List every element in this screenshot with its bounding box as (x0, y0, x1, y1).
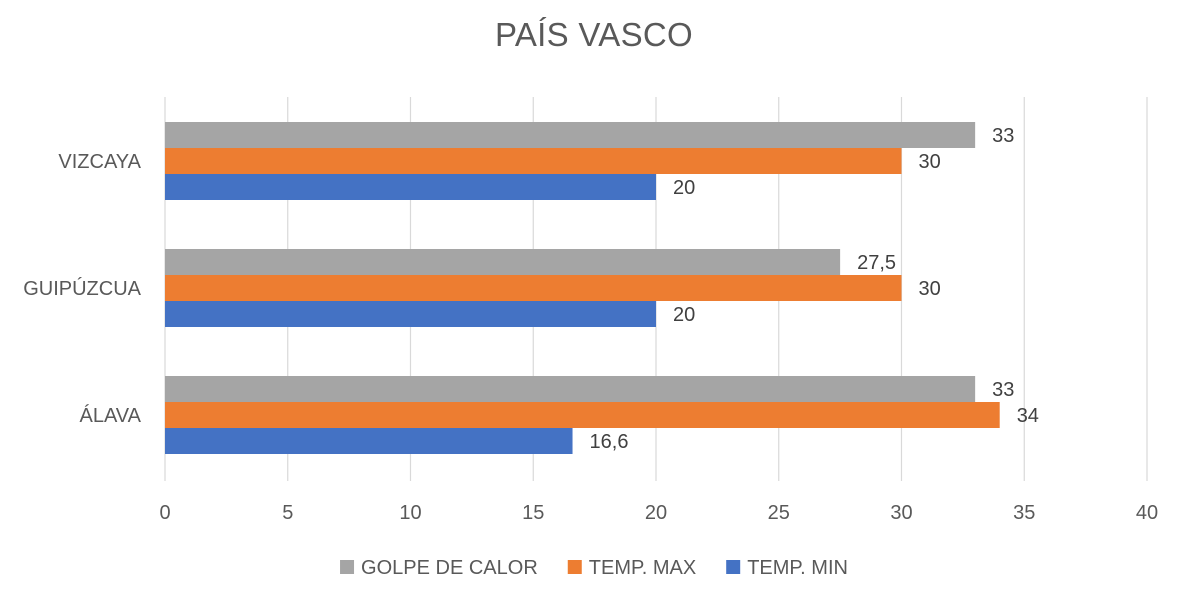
x-tick-label: 25 (768, 502, 790, 524)
data-label: 33 (992, 379, 1014, 401)
legend-item: GOLPE DE CALOR (340, 557, 538, 579)
bar (165, 428, 573, 454)
data-label: 20 (673, 177, 695, 199)
bar (165, 376, 976, 402)
legend-label: TEMP. MIN (747, 557, 848, 579)
bar (165, 174, 656, 200)
data-label: 30 (919, 278, 941, 300)
bar (165, 148, 902, 174)
axes: 0 5 10 15 20 25 30 35 40 VIZCAYA GUIPÚZCUA ÁLAVA (23, 151, 1158, 524)
x-tick-label: 20 (645, 502, 667, 524)
legend-item: TEMP. MAX (567, 557, 696, 579)
legend-swatch (567, 560, 582, 574)
legend-swatch (726, 560, 741, 574)
legend-item: TEMP. MIN (726, 557, 848, 579)
category-label: VIZCAYA (58, 151, 141, 173)
category-label: ÁLAVA (79, 404, 141, 427)
data-label: 27,5 (857, 252, 896, 274)
legend-label: GOLPE DE CALOR (361, 557, 538, 579)
x-tick-label: 5 (282, 502, 293, 524)
x-tick-label: 40 (1136, 502, 1158, 524)
x-tick-label: 10 (399, 502, 421, 524)
data-label: 20 (673, 304, 695, 326)
bars (165, 122, 1000, 454)
x-tick-label: 0 (159, 502, 170, 524)
category-label: GUIPÚZCUA (23, 277, 141, 300)
chart-title: PAÍS VASCO (494, 16, 693, 53)
legend-swatch (340, 560, 355, 574)
legend: GOLPE DE CALOR TEMP. MAX TEMP. MIN (340, 557, 848, 579)
bar (165, 402, 1000, 428)
x-tick-label: 35 (1013, 502, 1035, 524)
data-label: 34 (1017, 405, 1039, 427)
x-tick-label: 15 (522, 502, 544, 524)
x-tick-label: 30 (890, 502, 912, 524)
data-label: 33 (992, 125, 1014, 147)
data-label: 16,6 (590, 431, 629, 453)
bar (165, 122, 976, 148)
bar (165, 301, 656, 327)
data-label: 30 (919, 151, 941, 173)
bar (165, 275, 902, 301)
legend-label: TEMP. MAX (589, 557, 696, 579)
bar (165, 249, 841, 275)
